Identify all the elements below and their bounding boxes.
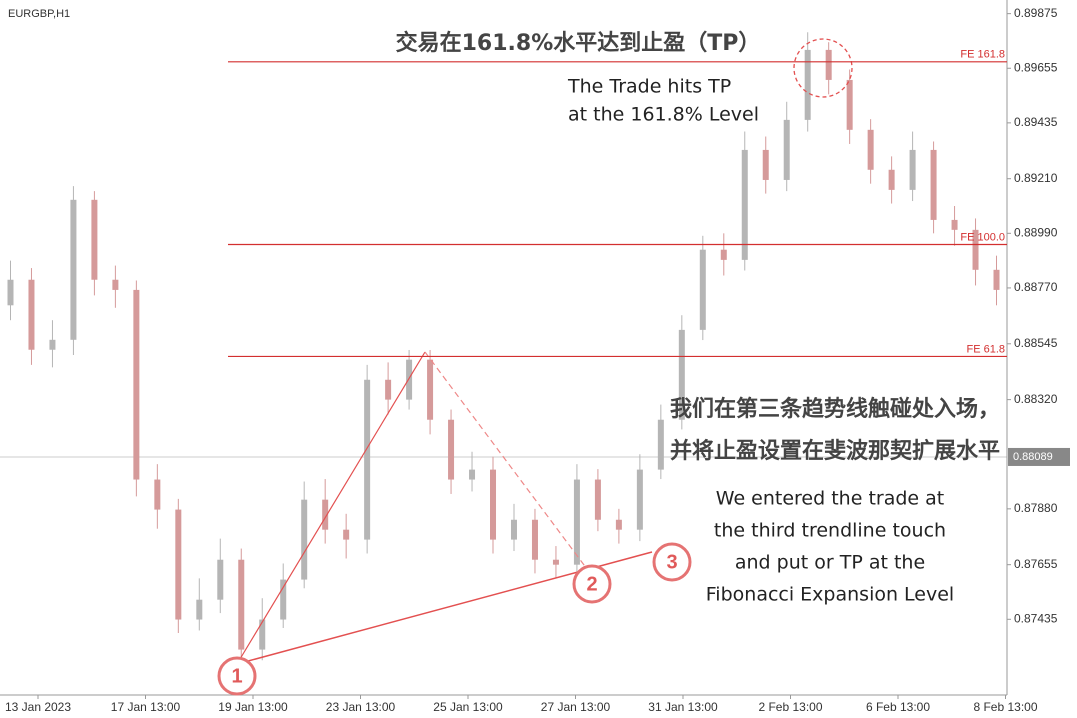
x-tick-label: 27 Jan 13:00 — [541, 700, 611, 714]
wave-line — [236, 351, 426, 665]
candle-body — [406, 359, 413, 400]
candle-body — [91, 199, 98, 280]
candle-body — [930, 149, 937, 220]
candle-body — [133, 289, 140, 480]
fib-level-label: FE 161.8 — [960, 49, 1005, 61]
candle-body — [888, 169, 895, 190]
current-price-label: 0.88089 — [1013, 451, 1053, 463]
wave-line — [424, 351, 591, 574]
candle-body — [7, 279, 14, 306]
title: 交易在161.8%水平达到止盈（TP） — [396, 30, 761, 56]
candle-body — [951, 219, 958, 230]
note-cn: 我们在第三条趋势线触碰处入场， — [670, 396, 1000, 422]
candle-body — [804, 49, 811, 120]
candle-body — [196, 599, 203, 620]
y-tick-label: 0.88770 — [1014, 280, 1058, 294]
candle-body — [175, 509, 182, 620]
candle-body — [70, 199, 77, 340]
candle-body — [510, 519, 517, 540]
candle-body — [154, 479, 161, 510]
y-tick-label: 0.87655 — [1014, 557, 1058, 571]
note-tp: The Trade hits TP — [567, 76, 731, 98]
candle-body — [531, 519, 538, 560]
y-tick-label: 0.88320 — [1014, 392, 1058, 406]
candle-body — [741, 149, 748, 260]
x-tick-label: 25 Jan 13:00 — [433, 700, 503, 714]
candle-body — [112, 279, 119, 290]
note-entry: Fibonacci Expansion Level — [706, 584, 954, 606]
candle-body — [783, 119, 790, 180]
candle-body — [385, 379, 392, 400]
point-marker — [217, 656, 257, 696]
candle-body — [846, 79, 853, 130]
candle-body — [322, 499, 329, 530]
candle-body — [49, 339, 56, 350]
candle-body — [301, 499, 308, 580]
x-tick-label: 19 Jan 13:00 — [218, 700, 288, 714]
x-tick-label: 31 Jan 13:00 — [648, 700, 718, 714]
current-price-box — [1008, 447, 1070, 466]
y-tick-label: 0.88990 — [1014, 225, 1058, 239]
candle-body — [909, 149, 916, 190]
note-cn: 并将止盈设置在斐波那契扩展水平 — [670, 438, 1000, 464]
candle-body — [343, 529, 350, 540]
candle-body — [699, 249, 706, 330]
candle-body — [280, 579, 287, 620]
candle-body — [259, 619, 266, 650]
candle-body — [217, 559, 224, 600]
candle-body — [993, 269, 1000, 290]
y-tick-label: 0.89655 — [1014, 60, 1058, 74]
candle-body — [28, 279, 35, 350]
symbol-label: EURGBP,H1 — [8, 8, 70, 20]
tp-circle — [793, 38, 853, 98]
x-tick-label: 6 Feb 13:00 — [866, 700, 930, 714]
y-tick-label: 0.88545 — [1014, 336, 1058, 350]
candle-body — [762, 149, 769, 180]
x-tick-label: 17 Jan 13:00 — [111, 700, 181, 714]
fib-level-label: FE 100.0 — [960, 231, 1005, 243]
candle-body — [636, 469, 643, 530]
y-tick-label: 0.89435 — [1014, 115, 1058, 129]
point-marker-label: 2 — [586, 573, 597, 595]
candle-body — [657, 419, 664, 470]
candle-body — [238, 559, 245, 650]
note-entry: We entered the trade at — [716, 488, 944, 510]
point-marker — [572, 564, 612, 604]
y-tick-label: 0.87435 — [1014, 611, 1058, 625]
y-tick-label: 0.89875 — [1014, 6, 1058, 20]
x-tick-label: 13 Jan 2023 — [5, 700, 71, 714]
point-marker-label: 3 — [666, 551, 677, 573]
candle-body — [573, 479, 580, 565]
note-tp: at the 161.8% Level — [568, 104, 759, 126]
candle-body — [867, 129, 874, 170]
note-entry: and put or TP at the — [735, 552, 925, 574]
candle-body — [615, 519, 622, 530]
candles — [7, 32, 1000, 666]
fib-level-label: FE 61.8 — [966, 343, 1005, 355]
y-tick-label: 0.87880 — [1014, 501, 1058, 515]
point-marker — [652, 542, 692, 582]
candle-body — [552, 559, 559, 565]
candle-body — [427, 359, 434, 420]
candle-body — [490, 469, 497, 540]
x-tick-label: 23 Jan 13:00 — [326, 700, 396, 714]
point-marker-label: 1 — [231, 665, 242, 687]
y-tick-label: 0.89210 — [1014, 171, 1058, 185]
x-tick-label: 2 Feb 13:00 — [758, 700, 822, 714]
candle-body — [972, 229, 979, 270]
candle-body — [678, 329, 685, 420]
x-tick-label: 8 Feb 13:00 — [973, 700, 1037, 714]
note-entry: the third trendline touch — [714, 520, 946, 542]
candle-body — [594, 479, 601, 520]
candle-body — [825, 49, 832, 80]
candle-body — [720, 249, 727, 260]
candle-body — [448, 419, 455, 480]
candle-body — [364, 379, 371, 540]
candle-body — [469, 469, 476, 480]
